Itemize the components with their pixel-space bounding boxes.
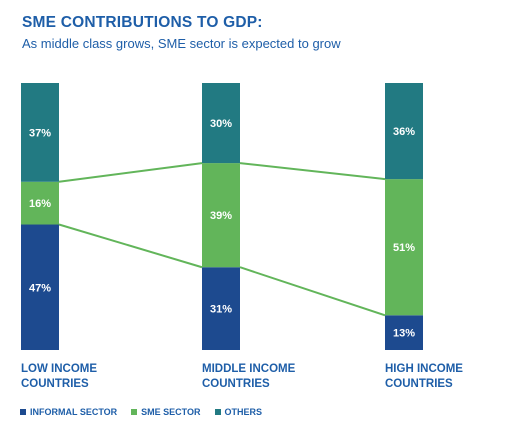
category-label: COUNTRIES xyxy=(385,378,453,390)
legend-label: OTHERS xyxy=(224,407,263,417)
category-label: COUNTRIES xyxy=(202,378,270,390)
connector-bottom-0 xyxy=(58,223,203,269)
stacked-bar-chart: 47% 16% 37% 31% 39% 30% 13% 51% 36% LOW INCOME CO… xyxy=(21,83,463,390)
category-label: COUNTRIES xyxy=(21,378,89,390)
segment-label: 36% xyxy=(393,126,415,138)
category-labels: LOW INCOME COUNTRIES MIDDLE INCOME COUNTRIE… xyxy=(21,363,463,390)
segment-label: 39% xyxy=(210,210,232,222)
segment-label: 16% xyxy=(29,198,51,210)
legend-item-others: OTHERS xyxy=(214,407,263,417)
connector-top-1 xyxy=(239,162,386,181)
segment-label: 47% xyxy=(29,282,51,294)
legend-item-informal-sector: INFORMAL SECTOR xyxy=(20,407,117,417)
legend-swatch xyxy=(214,409,221,415)
bar-sme-sector-2 xyxy=(385,179,423,316)
segment-label: 51% xyxy=(393,242,415,254)
category-label: MIDDLE INCOME xyxy=(202,363,296,375)
bar-sme-sector-1 xyxy=(202,163,240,268)
connector-top-0 xyxy=(58,162,203,183)
legend-label: INFORMAL SECTOR xyxy=(30,407,118,417)
legend-swatch xyxy=(131,409,138,415)
segment-label: 37% xyxy=(29,127,51,139)
legend-swatch xyxy=(20,409,26,415)
bars-group xyxy=(21,83,423,350)
segment-label: 30% xyxy=(210,118,232,130)
category-label: HIGH INCOME xyxy=(385,363,463,375)
connector-bottom-1 xyxy=(239,266,386,317)
legend-label: SME SECTOR xyxy=(141,407,201,417)
bar-sme-sector-0 xyxy=(21,181,59,225)
bar-others-1 xyxy=(202,83,240,164)
connector-lines xyxy=(58,162,386,317)
bar-others-2 xyxy=(385,83,423,180)
category-label: LOW INCOME xyxy=(21,363,97,375)
bar-informal-sector-2 xyxy=(385,315,423,350)
legend-item-sme-sector: SME SECTOR xyxy=(131,407,201,417)
legend: INFORMAL SECTOR SME SECTOR OTHERS xyxy=(20,407,262,417)
segment-label: 31% xyxy=(210,304,232,316)
bar-informal-sector-0 xyxy=(21,224,59,350)
chart-title: SME CONTRIBUTIONS TO GDP: xyxy=(22,14,263,31)
segment-labels: 47% 16% 37% 31% 39% 30% 13% 51% 36% xyxy=(29,118,415,340)
bar-others-0 xyxy=(21,83,59,182)
chart-subtitle: As middle class grows, SME sector is exp… xyxy=(22,36,341,51)
segment-label: 13% xyxy=(393,328,415,340)
bar-informal-sector-1 xyxy=(202,267,240,350)
